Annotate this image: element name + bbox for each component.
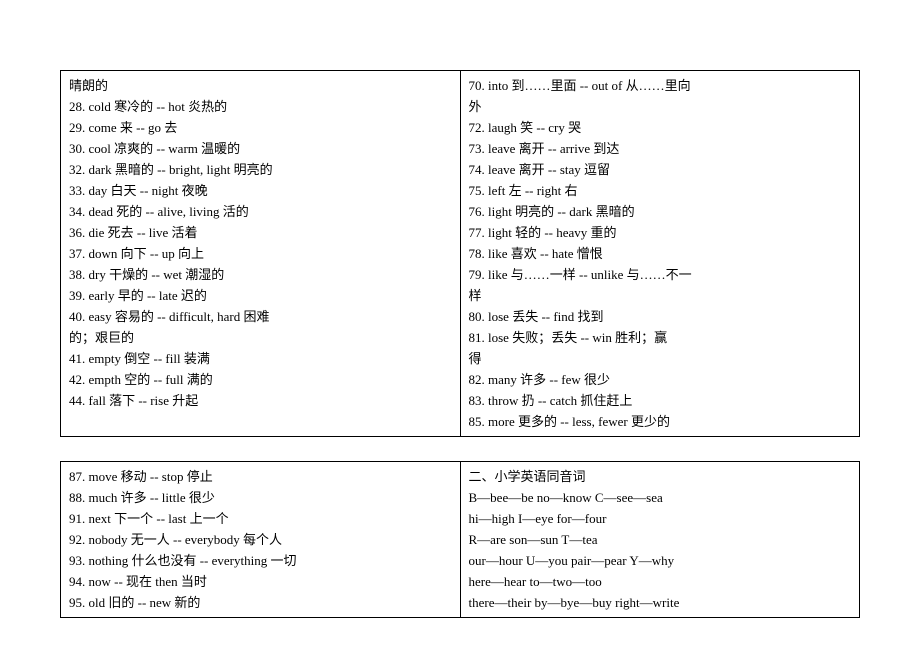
vocab-line: 88. much 许多 -- little 很少 (69, 487, 452, 508)
box2-left-column: 87. move 移动 -- stop 停止 88. much 许多 -- li… (61, 462, 461, 617)
vocab-line: 30. cool 凉爽的 -- warm 温暖的 (69, 138, 452, 159)
vocab-line: 78. like 喜欢 -- hate 憎恨 (469, 243, 852, 264)
vocab-line: 得 (469, 348, 852, 369)
vocab-line: 40. easy 容易的 -- difficult, hard 困难 (69, 306, 452, 327)
vocab-line: 87. move 移动 -- stop 停止 (69, 466, 452, 487)
homophone-line: hi—high I—eye for—four (469, 508, 852, 529)
vocab-line: 83. throw 扔 -- catch 抓住赶上 (469, 390, 852, 411)
box1-right-column: 70. into 到……里面 -- out of 从……里向 外 72. lau… (461, 71, 860, 436)
box2-right-column: 二、小学英语同音词 B—bee—be no—know C—see—sea hi—… (461, 462, 860, 617)
vocab-line: 73. leave 离开 -- arrive 到达 (469, 138, 852, 159)
vocab-line: 36. die 死去 -- live 活着 (69, 222, 452, 243)
vocab-line: 93. nothing 什么也没有 -- everything 一切 (69, 550, 452, 571)
vocab-line: 94. now -- 现在 then 当时 (69, 571, 452, 592)
vocab-line: 82. many 许多 -- few 很少 (469, 369, 852, 390)
vocab-line: 41. empty 倒空 -- fill 装满 (69, 348, 452, 369)
vocab-line: 75. left 左 -- right 右 (469, 180, 852, 201)
homophone-line: our—hour U—you pair—pear Y—why (469, 550, 852, 571)
homophone-line: B—bee—be no—know C—see—sea (469, 487, 852, 508)
vocab-line: 91. next 下一个 -- last 上一个 (69, 508, 452, 529)
vocab-line: 74. leave 离开 -- stay 逗留 (469, 159, 852, 180)
vocab-line: 85. more 更多的 -- less, fewer 更少的 (469, 411, 852, 432)
vocab-line: 32. dark 黑暗的 -- bright, light 明亮的 (69, 159, 452, 180)
vocab-line: 76. light 明亮的 -- dark 黑暗的 (469, 201, 852, 222)
vocab-line: 79. like 与……一样 -- unlike 与……不一 (469, 264, 852, 285)
vocab-line: 外 (469, 96, 852, 117)
vocab-line: 81. lose 失败；丢失 -- win 胜利；赢 (469, 327, 852, 348)
homophone-line: here—hear to—two—too (469, 571, 852, 592)
vocab-line: 34. dead 死的 -- alive, living 活的 (69, 201, 452, 222)
vocab-line: 38. dry 干燥的 -- wet 潮湿的 (69, 264, 452, 285)
vocab-box-1: 晴朗的 28. cold 寒冷的 -- hot 炎热的 29. come 来 -… (60, 70, 860, 437)
vocab-line: 39. early 早的 -- late 迟的 (69, 285, 452, 306)
vocab-box-2: 87. move 移动 -- stop 停止 88. much 许多 -- li… (60, 461, 860, 618)
box1-left-column: 晴朗的 28. cold 寒冷的 -- hot 炎热的 29. come 来 -… (61, 71, 461, 436)
vocab-line: 29. come 来 -- go 去 (69, 117, 452, 138)
homophone-heading: 二、小学英语同音词 (469, 466, 852, 487)
vocab-line: 80. lose 丢失 -- find 找到 (469, 306, 852, 327)
vocab-line: 92. nobody 无一人 -- everybody 每个人 (69, 529, 452, 550)
homophone-line: R—are son—sun T—tea (469, 529, 852, 550)
vocab-line: 33. day 白天 -- night 夜晚 (69, 180, 452, 201)
vocab-line: 44. fall 落下 -- rise 升起 (69, 390, 452, 411)
vocab-line: 样 (469, 285, 852, 306)
vocab-line: 的；艰巨的 (69, 327, 452, 348)
vocab-line: 28. cold 寒冷的 -- hot 炎热的 (69, 96, 452, 117)
vocab-line: 72. laugh 笑 -- cry 哭 (469, 117, 852, 138)
homophone-line: there—their by—bye—buy right—write (469, 592, 852, 613)
vocab-line: 37. down 向下 -- up 向上 (69, 243, 452, 264)
vocab-line: 42. empth 空的 -- full 满的 (69, 369, 452, 390)
vocab-line: 晴朗的 (69, 75, 452, 96)
vocab-line: 77. light 轻的 -- heavy 重的 (469, 222, 852, 243)
document-page: 晴朗的 28. cold 寒冷的 -- hot 炎热的 29. come 来 -… (0, 0, 920, 662)
vocab-line: 70. into 到……里面 -- out of 从……里向 (469, 75, 852, 96)
vocab-line: 95. old 旧的 -- new 新的 (69, 592, 452, 613)
